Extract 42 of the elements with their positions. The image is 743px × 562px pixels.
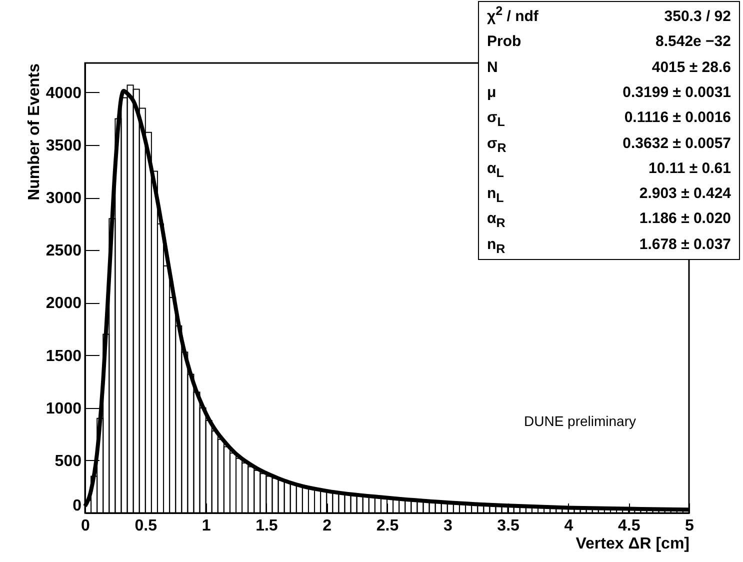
- x-tick-label: 4: [564, 518, 574, 534]
- annotation: n$_{L}$: [487, 185, 504, 206]
- annotation: μ: [487, 84, 496, 101]
- y-tick-label: 500: [54, 452, 82, 470]
- annotation: 1.678 ± 0.037: [639, 234, 731, 255]
- y-tick-label: 1000: [46, 400, 82, 418]
- text: χ$^{2}$ / ndf: [487, 4, 538, 25]
- x-tick-label: 2: [322, 518, 332, 534]
- y-axis-title: Number of Events: [26, 63, 43, 200]
- annotation: 0.1116 ± 0.0016: [624, 108, 731, 128]
- note-text: DUNE preliminary: [524, 413, 636, 429]
- annotation: 2.903 ± 0.424: [639, 184, 731, 204]
- text: Prob: [487, 33, 522, 50]
- y-tick-label: 0: [72, 498, 82, 514]
- x-tick-label: 3.5: [497, 518, 520, 534]
- annotation: 0.3632 ± 0.0057: [622, 134, 731, 154]
- annotation: 1.186 ± 0.020: [639, 209, 731, 230]
- y-tick-label: 2500: [46, 242, 82, 260]
- annotation: 10.11 ± 0.61: [648, 158, 731, 179]
- y-tick-label: 3000: [46, 190, 82, 208]
- annotation: α$_{R}$: [487, 210, 506, 230]
- x-axis-title: Vertex ΔR [cm]: [576, 536, 690, 552]
- annotation: N: [487, 58, 498, 76]
- annotation: 4015 ± 28.6: [652, 58, 731, 78]
- x-tick-label: 2.5: [376, 518, 399, 534]
- x-tick-label: 3: [443, 518, 452, 534]
- x-tick-label: 4.5: [618, 518, 640, 534]
- y-tick-label: 2000: [46, 295, 82, 312]
- annotation: σ$_{R}$: [487, 134, 506, 154]
- text: 350.3 / 92: [664, 8, 731, 25]
- text: 8.542e −32: [656, 33, 731, 50]
- x-tick-label: 5: [685, 518, 694, 534]
- x-tick-label: 1.5: [256, 518, 278, 534]
- y-tick-label: 4000: [46, 84, 82, 102]
- annotation: n$_{R}$: [487, 236, 506, 256]
- annotation: σ$_{L}$: [487, 109, 505, 130]
- y-tick-label: 1500: [46, 348, 82, 365]
- x-tick-label: 0.5: [134, 518, 158, 534]
- annotation: α$_{L}$: [487, 160, 504, 180]
- annotation: 0.3199 ± 0.0031: [622, 82, 731, 103]
- x-tick-label: 1: [202, 518, 211, 534]
- y-tick-label: 3500: [46, 138, 82, 155]
